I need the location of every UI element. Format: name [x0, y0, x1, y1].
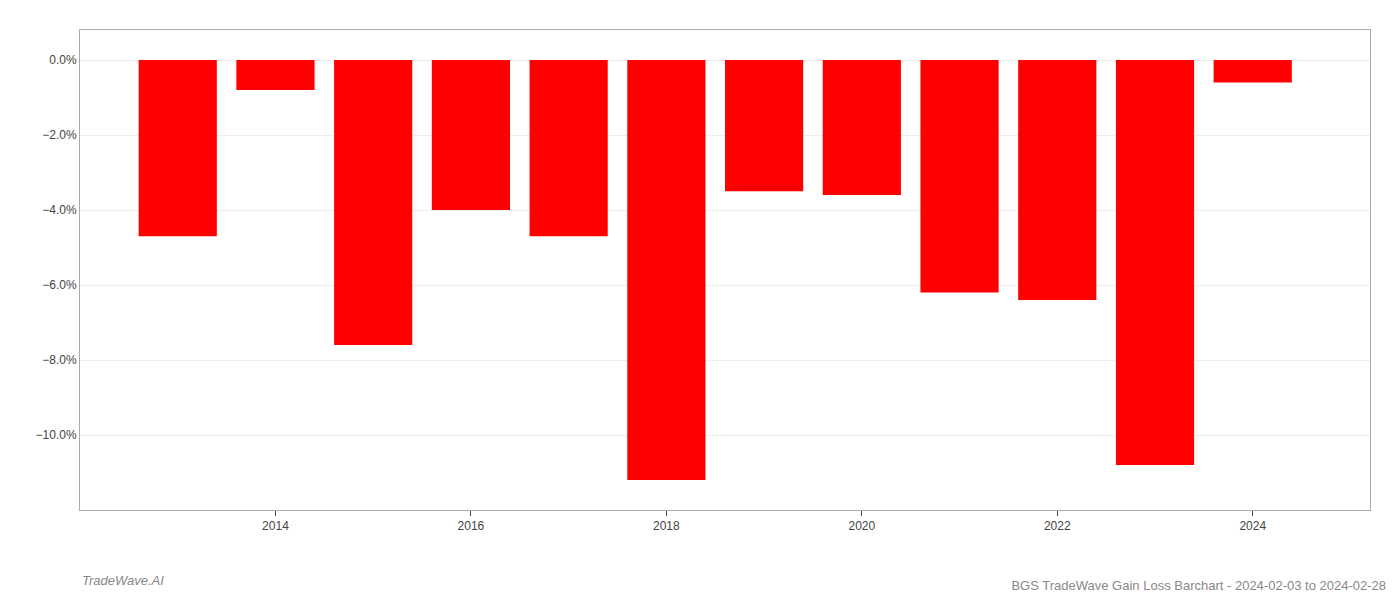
svg-text:−2.0%: −2.0%	[42, 128, 77, 142]
svg-text:−8.0%: −8.0%	[42, 353, 77, 367]
svg-text:2022: 2022	[1044, 519, 1071, 533]
svg-text:−6.0%: −6.0%	[42, 278, 77, 292]
svg-text:0.0%: 0.0%	[49, 53, 77, 67]
svg-text:−10.0%: −10.0%	[36, 428, 77, 442]
svg-text:2014: 2014	[262, 519, 289, 533]
svg-text:2018: 2018	[653, 519, 680, 533]
svg-text:2024: 2024	[1239, 519, 1266, 533]
svg-text:−4.0%: −4.0%	[42, 203, 77, 217]
svg-text:2020: 2020	[848, 519, 875, 533]
svg-text:BGS TradeWave Gain Loss Barcha: BGS TradeWave Gain Loss Barchart - 2024-…	[1011, 578, 1386, 593]
svg-text:TradeWave.AI: TradeWave.AI	[82, 573, 164, 588]
svg-text:2016: 2016	[458, 519, 485, 533]
